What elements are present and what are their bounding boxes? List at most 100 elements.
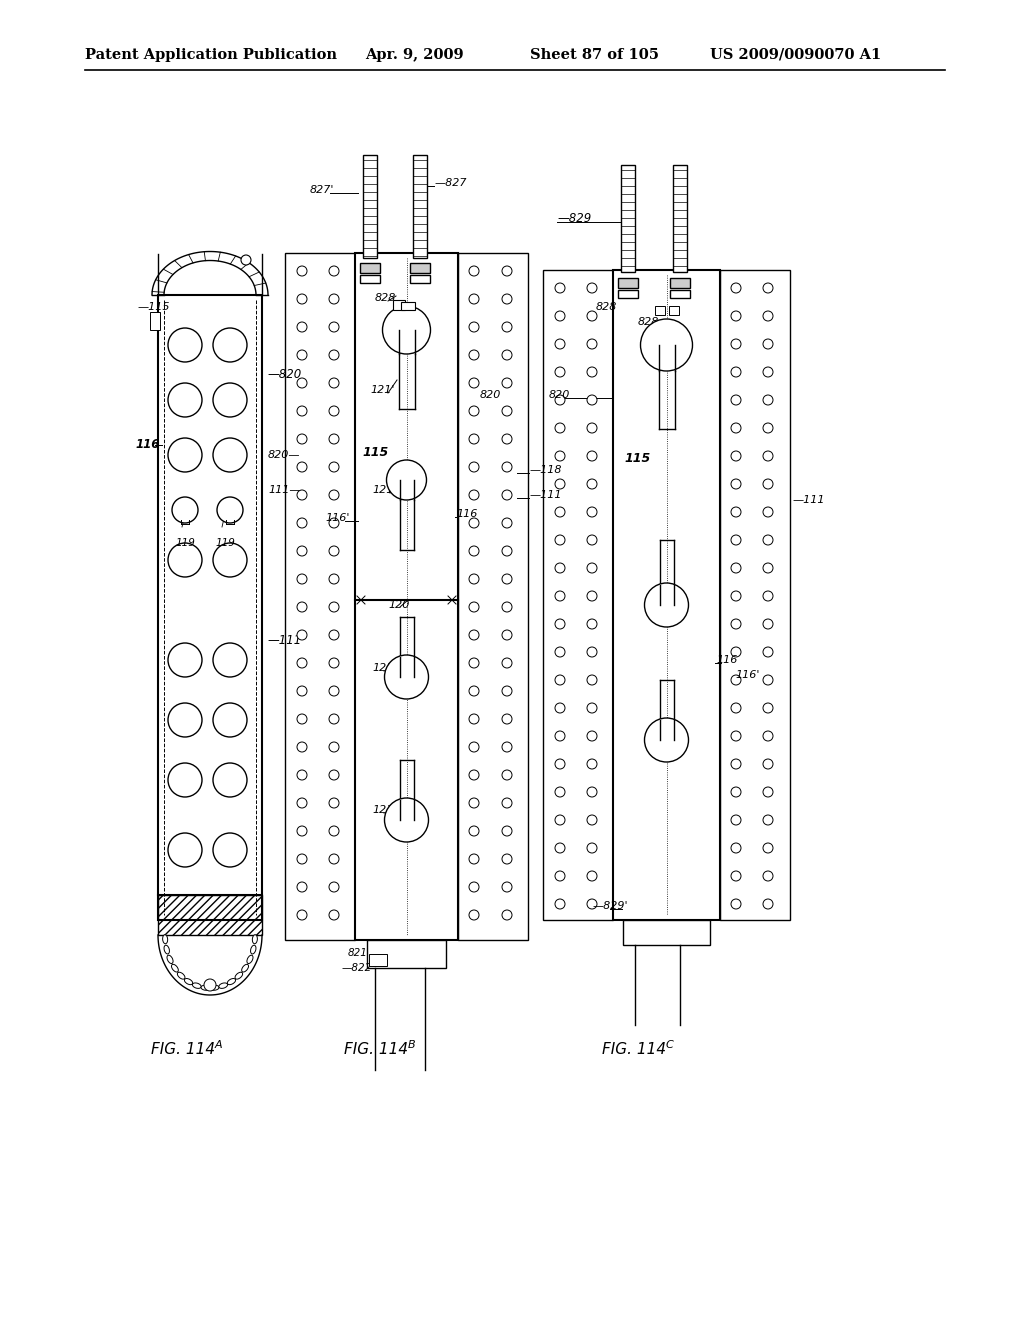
Text: FIG. 114: FIG. 114 (151, 1043, 215, 1057)
Circle shape (763, 339, 773, 348)
Circle shape (555, 843, 565, 853)
Ellipse shape (247, 956, 253, 964)
Circle shape (555, 619, 565, 630)
Circle shape (763, 507, 773, 517)
Circle shape (555, 731, 565, 741)
Circle shape (644, 718, 688, 762)
Circle shape (763, 422, 773, 433)
Circle shape (502, 462, 512, 473)
Circle shape (213, 327, 247, 362)
Circle shape (763, 312, 773, 321)
Circle shape (731, 759, 741, 770)
Circle shape (469, 602, 479, 612)
Bar (613, 271, 720, 920)
Circle shape (329, 517, 339, 528)
Circle shape (731, 282, 741, 293)
Text: —827: —827 (435, 178, 468, 187)
Circle shape (502, 322, 512, 333)
Circle shape (587, 395, 597, 405)
Ellipse shape (184, 978, 193, 985)
Circle shape (384, 655, 428, 700)
Text: FIG. 114: FIG. 114 (344, 1043, 408, 1057)
Bar (543, 271, 613, 920)
Circle shape (329, 350, 339, 360)
Circle shape (168, 704, 202, 737)
Circle shape (383, 306, 430, 354)
Circle shape (168, 438, 202, 473)
Circle shape (502, 574, 512, 583)
Circle shape (587, 731, 597, 741)
Circle shape (502, 630, 512, 640)
Text: 115: 115 (624, 451, 650, 465)
Circle shape (731, 647, 741, 657)
Circle shape (297, 686, 307, 696)
Circle shape (731, 507, 741, 517)
Circle shape (329, 574, 339, 583)
Circle shape (469, 490, 479, 500)
Text: 121: 121 (372, 663, 393, 673)
Circle shape (469, 378, 479, 388)
Circle shape (763, 731, 773, 741)
Ellipse shape (193, 983, 201, 989)
Circle shape (587, 282, 597, 293)
Circle shape (502, 909, 512, 920)
Circle shape (297, 854, 307, 865)
Ellipse shape (242, 965, 249, 972)
Circle shape (213, 438, 247, 473)
Circle shape (502, 826, 512, 836)
Circle shape (555, 535, 565, 545)
Circle shape (502, 882, 512, 892)
Circle shape (555, 507, 565, 517)
Circle shape (469, 799, 479, 808)
Circle shape (297, 882, 307, 892)
Text: —111: —111 (793, 495, 825, 506)
Circle shape (329, 657, 339, 668)
Text: B: B (408, 1040, 416, 1049)
Text: 121': 121' (372, 484, 396, 495)
Text: 119: 119 (215, 539, 234, 548)
Circle shape (469, 350, 479, 360)
Text: —820: —820 (268, 368, 302, 381)
Circle shape (555, 395, 565, 405)
Circle shape (469, 826, 479, 836)
Circle shape (297, 434, 307, 444)
Circle shape (329, 434, 339, 444)
Circle shape (587, 787, 597, 797)
Text: 828: 828 (375, 293, 396, 304)
Circle shape (469, 770, 479, 780)
Circle shape (763, 843, 773, 853)
Text: 116': 116' (325, 513, 349, 523)
Circle shape (587, 814, 597, 825)
Text: 821: 821 (348, 948, 368, 958)
Circle shape (168, 383, 202, 417)
Circle shape (329, 854, 339, 865)
Bar (355, 253, 458, 940)
Circle shape (763, 647, 773, 657)
Circle shape (168, 327, 202, 362)
Circle shape (555, 451, 565, 461)
Circle shape (587, 422, 597, 433)
Circle shape (587, 312, 597, 321)
Text: 115: 115 (362, 446, 388, 459)
Circle shape (469, 657, 479, 668)
Bar (362, 154, 377, 257)
Bar (458, 253, 528, 940)
Bar (392, 300, 404, 310)
Circle shape (555, 479, 565, 488)
Circle shape (213, 383, 247, 417)
Circle shape (731, 704, 741, 713)
Text: —111: —111 (268, 634, 302, 647)
Circle shape (213, 833, 247, 867)
Circle shape (763, 704, 773, 713)
Circle shape (587, 647, 597, 657)
Circle shape (297, 909, 307, 920)
Circle shape (731, 675, 741, 685)
Ellipse shape (252, 935, 257, 944)
Circle shape (731, 339, 741, 348)
Text: 116: 116 (716, 655, 737, 665)
Circle shape (731, 814, 741, 825)
Circle shape (329, 294, 339, 304)
Ellipse shape (163, 935, 168, 944)
Circle shape (587, 871, 597, 880)
Circle shape (763, 759, 773, 770)
